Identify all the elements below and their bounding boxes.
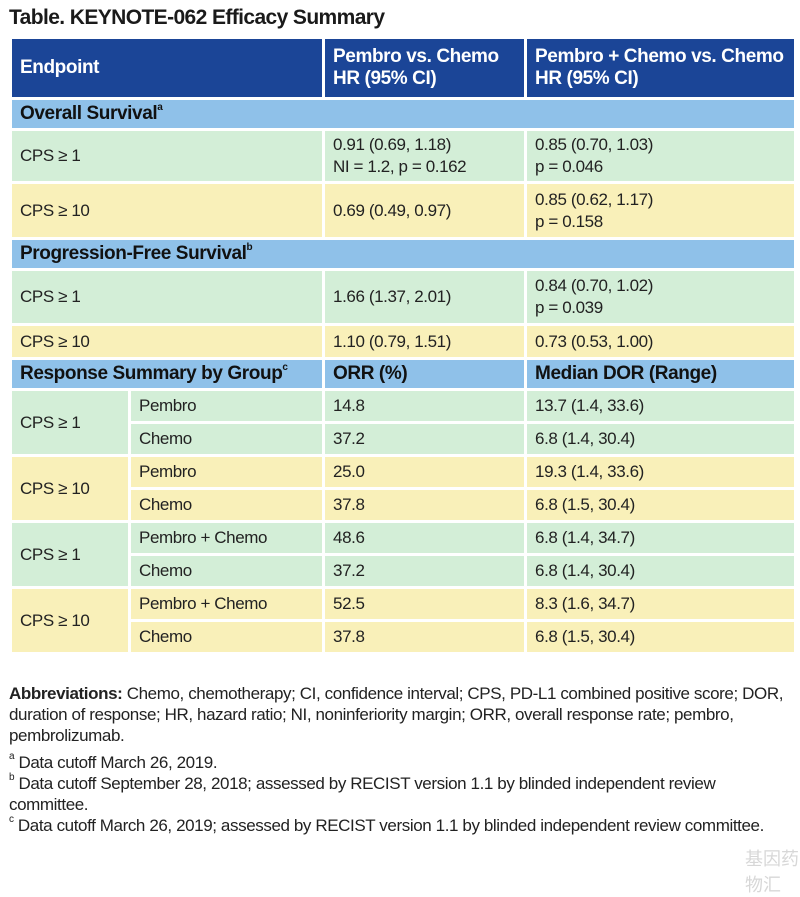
abbreviations: Abbreviations: Chemo, chemotherapy; CI, … xyxy=(9,683,794,746)
footnote-c: c Data cutoff March 26, 2019; assessed b… xyxy=(9,815,794,836)
p-value: p = 0.046 xyxy=(535,157,603,176)
hr-value: 0.85 (0.70, 1.03) xyxy=(535,135,653,154)
section-label: Response Summary by Group xyxy=(20,363,283,384)
footnotes: Abbreviations: Chemo, chemotherapy; CI, … xyxy=(9,683,794,836)
hr-cell: 0.73 (0.53, 1.00) xyxy=(524,323,798,360)
hr-cell: 0.91 (0.69, 1.18) NI = 1.2, p = 0.162 xyxy=(322,128,528,184)
arm-cell: Pembro xyxy=(127,454,326,490)
abbreviations-text: Chemo, chemotherapy; CI, confidence inte… xyxy=(9,684,784,745)
header-col3: Pembro + Chemo vs. Chemo HR (95% CI) xyxy=(524,36,798,100)
group-cell: CPS ≥ 1 xyxy=(9,520,131,589)
p-value: p = 0.158 xyxy=(535,211,603,231)
abbreviations-label: Abbreviations: xyxy=(9,684,123,703)
arm-cell: Chemo xyxy=(127,487,326,523)
group-cell: CPS ≥ 10 xyxy=(9,454,131,523)
table-row: CPS ≥ 1 1.66 (1.37, 2.01) 0.84 (0.70, 1.… xyxy=(8,268,798,326)
orr-cell: 48.6 xyxy=(322,520,528,556)
group-cell: CPS ≥ 10 xyxy=(8,323,326,360)
arm-cell: Pembro xyxy=(127,388,326,424)
orr-cell: 52.5 xyxy=(322,586,528,622)
footnote-text: Data cutoff March 26, 2019. xyxy=(14,753,218,772)
orr-cell: 14.8 xyxy=(322,388,528,424)
group-cell: CPS ≥ 10 xyxy=(9,586,131,655)
hr-cell: 0.69 (0.49, 0.97) xyxy=(322,181,528,240)
dor-cell: 6.8 (1.4, 30.4) xyxy=(524,553,798,589)
hr-cell: 0.85 (0.70, 1.03) p = 0.046 xyxy=(524,128,798,184)
table-row: CPS ≥ 10 Pembro 25.0 19.3 (1.4, 33.6) xyxy=(9,454,798,523)
table-title: Table. KEYNOTE-062 Efficacy Summary xyxy=(9,6,385,29)
table-row: CPS ≥ 1 Pembro 14.8 13.7 (1.4, 33.6) xyxy=(9,388,798,457)
arm-cell: Pembro + Chemo xyxy=(127,586,326,622)
hr-cell: 0.85 (0.62, 1.17) p = 0.158 xyxy=(524,181,798,240)
section-label: Progression-Free Survival xyxy=(20,243,247,264)
table-row: Chemo 37.2 6.8 (1.4, 30.4) xyxy=(11,553,798,589)
arm-cell: Pembro + Chemo xyxy=(127,520,326,556)
table-row: CPS ≥ 10 Pembro + Chemo 52.5 8.3 (1.6, 34.7… xyxy=(9,586,798,655)
hr-value: 0.84 (0.70, 1.02) xyxy=(535,276,653,295)
arm-cell: Chemo xyxy=(127,421,326,457)
footnote-mark: c xyxy=(9,814,14,825)
hr-value: 0.91 (0.69, 1.18) xyxy=(333,135,451,154)
efficacy-table: Endpoint Pembro vs. Chemo HR (95% CI) Pe… xyxy=(8,36,798,655)
footnote-mark: c xyxy=(282,362,288,373)
table-row: Chemo 37.2 6.8 (1.4, 30.4) xyxy=(11,421,798,457)
footnote-b: b Data cutoff September 28, 2018; assess… xyxy=(9,773,794,815)
section-progression-free-survival: Progression-Free Survivalb xyxy=(8,237,798,271)
orr-cell: 37.8 xyxy=(322,619,528,655)
dor-cell: 6.8 (1.4, 34.7) xyxy=(524,520,798,556)
orr-cell: 37.2 xyxy=(322,421,528,457)
orr-header: ORR (%) xyxy=(322,357,528,391)
group-cell: CPS ≥ 1 xyxy=(8,128,326,184)
dor-cell: 8.3 (1.6, 34.7) xyxy=(524,586,798,622)
table-row: Chemo 37.8 6.8 (1.5, 30.4) xyxy=(11,619,798,655)
group-cell: CPS ≥ 10 xyxy=(8,181,326,240)
footnote-text: Data cutoff September 28, 2018; assessed… xyxy=(9,774,716,814)
table-row: CPS ≥ 1 0.91 (0.69, 1.18) NI = 1.2, p = 0… xyxy=(8,128,798,184)
header-row: Endpoint Pembro vs. Chemo HR (95% CI) Pe… xyxy=(8,36,798,100)
hr-cell: 1.10 (0.79, 1.51) xyxy=(322,323,528,360)
footnote-mark: a xyxy=(157,102,163,113)
dor-cell: 13.7 (1.4, 33.6) xyxy=(524,388,798,424)
footnote-mark: a xyxy=(9,751,15,762)
watermark: 基因药物汇 xyxy=(745,849,799,895)
table-row: Chemo 37.8 6.8 (1.5, 30.4) xyxy=(11,487,798,523)
table-row: CPS ≥ 1 Pembro + Chemo 48.6 6.8 (1.4, 34.7) xyxy=(9,520,798,589)
p-value: p = 0.039 xyxy=(535,298,603,317)
section-label: Overall Survival xyxy=(20,103,158,124)
section-response-summary: Response Summary by Groupc ORR (%) Media… xyxy=(8,357,798,391)
table-row: CPS ≥ 10 0.69 (0.49, 0.97) 0.85 (0.62, 1… xyxy=(8,181,798,240)
section-overall-survival: Overall Survivala xyxy=(8,97,798,131)
header-col2: Pembro vs. Chemo HR (95% CI) xyxy=(322,36,528,100)
footnote-mark: b xyxy=(246,242,253,253)
orr-cell: 37.8 xyxy=(322,487,528,523)
arm-cell: Chemo xyxy=(127,553,326,589)
dor-cell: 6.8 (1.5, 30.4) xyxy=(524,619,798,655)
p-value: NI = 1.2, p = 0.162 xyxy=(333,157,467,176)
dor-cell: 6.8 (1.5, 30.4) xyxy=(524,487,798,523)
group-cell: CPS ≥ 1 xyxy=(9,388,131,457)
arm-cell: Chemo xyxy=(127,619,326,655)
orr-cell: 25.0 xyxy=(322,454,528,490)
dor-cell: 19.3 (1.4, 33.6) xyxy=(524,454,798,490)
hr-value: 0.85 (0.62, 1.17) xyxy=(535,189,653,209)
table-row: CPS ≥ 10 1.10 (0.79, 1.51) 0.73 (0.53, 1… xyxy=(8,323,798,360)
dor-cell: 6.8 (1.4, 30.4) xyxy=(524,421,798,457)
footnote-a: a Data cutoff March 26, 2019. xyxy=(9,752,794,773)
footnote-mark: b xyxy=(9,772,15,783)
header-endpoint: Endpoint xyxy=(8,36,326,100)
orr-cell: 37.2 xyxy=(322,553,528,589)
hr-cell: 1.66 (1.37, 2.01) xyxy=(322,268,528,326)
footnote-text: Data cutoff March 26, 2019; assessed by … xyxy=(13,816,764,835)
dor-header: Median DOR (Range) xyxy=(524,357,798,391)
group-cell: CPS ≥ 1 xyxy=(8,268,326,326)
hr-cell: 0.84 (0.70, 1.02) p = 0.039 xyxy=(524,268,798,326)
